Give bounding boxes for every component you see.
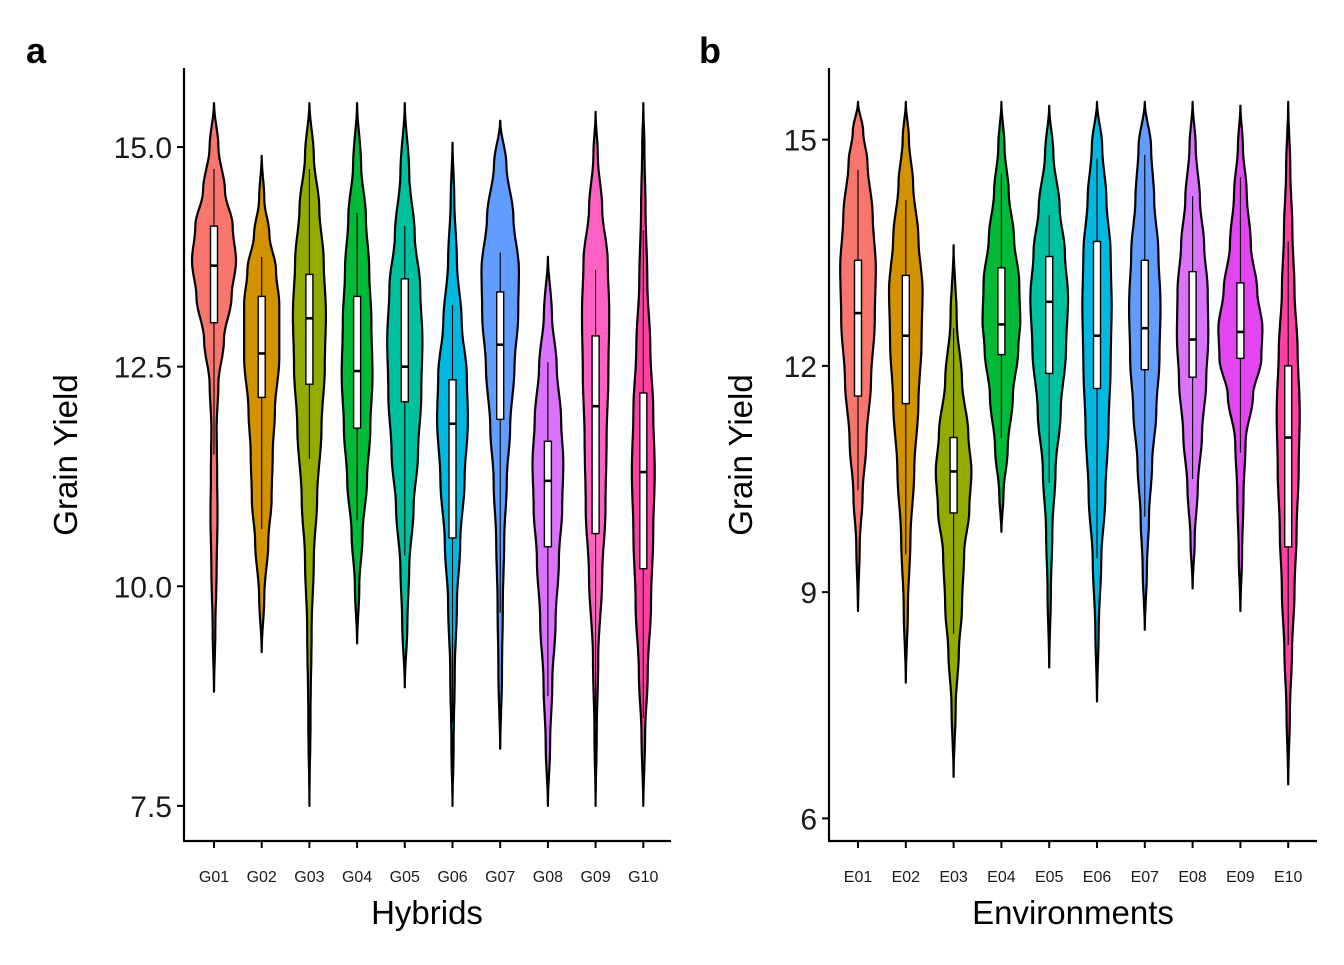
x-tick-label: G09 xyxy=(580,869,610,886)
x-tick-label: G05 xyxy=(390,869,420,886)
box-E07 xyxy=(1140,259,1150,371)
x-tick-label: G04 xyxy=(342,869,372,886)
x-tick-label: G06 xyxy=(437,869,467,886)
box-G10 xyxy=(639,392,648,570)
panel-b-y-ticks: 6 9 12 15 xyxy=(784,125,829,836)
box-E04 xyxy=(997,267,1006,356)
x-tick-label: E04 xyxy=(987,869,1016,886)
box-E08 xyxy=(1188,270,1197,378)
x-tick-label: E02 xyxy=(892,869,921,886)
y-tick-label: 15.0 xyxy=(114,132,172,165)
panel-a: a 7.510.012.515.0 G01 G02 G03 G04 G05 G06 G07 G… xyxy=(26,30,671,931)
x-tick-label: E06 xyxy=(1083,869,1112,886)
box-G03 xyxy=(305,273,314,385)
panel-tag-a: a xyxy=(26,30,47,71)
panel-a-x-label: Hybrids xyxy=(371,894,483,931)
y-tick-label: 9 xyxy=(800,577,817,610)
panel-a-y-ticks: 7.5 10.0 12.5 15.0 xyxy=(114,132,184,824)
x-tick-label: E07 xyxy=(1131,869,1160,886)
panel-a-violins xyxy=(190,102,656,807)
box-E09 xyxy=(1236,282,1245,360)
box-E03 xyxy=(949,436,958,514)
panel-b-y-label: Grain Yield xyxy=(722,374,759,535)
box-G09 xyxy=(591,335,600,535)
x-tick-label: E01 xyxy=(844,869,873,886)
box-E01 xyxy=(853,259,863,397)
box-E02 xyxy=(901,274,910,405)
x-tick-label: G02 xyxy=(247,869,277,886)
panel-a-x-ticks: G01 G02 G03 G04 G05 G06 G07 G08 G09 G10 xyxy=(199,841,659,886)
box-E10 xyxy=(1283,365,1293,548)
panel-b-x-label: Environments xyxy=(972,894,1174,931)
box-G05 xyxy=(400,278,409,403)
box-G06 xyxy=(448,379,457,539)
box-G07 xyxy=(496,291,505,421)
box-E05 xyxy=(1044,255,1054,375)
x-tick-label: E08 xyxy=(1178,869,1207,886)
x-tick-label: E09 xyxy=(1226,869,1255,886)
x-tick-label: E05 xyxy=(1035,869,1064,886)
x-tick-label: E10 xyxy=(1274,869,1303,886)
panel-a-y-label: Grain Yield xyxy=(47,374,84,535)
y-tick-label: 10.0 xyxy=(114,571,172,604)
x-tick-label: G03 xyxy=(294,869,324,886)
box-G04 xyxy=(352,295,362,429)
y-tick-label: 12 xyxy=(784,351,817,384)
x-tick-label: G07 xyxy=(485,869,515,886)
x-tick-label: G08 xyxy=(533,869,563,886)
x-tick-label: G10 xyxy=(628,869,658,886)
y-tick-label: 7.5 xyxy=(130,791,172,824)
y-tick-label: 15 xyxy=(784,125,817,158)
box-G08 xyxy=(543,440,553,548)
x-tick-label: G01 xyxy=(199,869,229,886)
box-E06 xyxy=(1092,240,1102,390)
y-tick-label: 12.5 xyxy=(114,352,172,385)
panel-b-violins xyxy=(839,100,1301,786)
x-tick-label: E03 xyxy=(939,869,968,886)
panel-b-x-ticks: E01 E02 E03 E04 E05 E06 E07 E08 E09 E10 xyxy=(844,841,1303,886)
y-tick-label: 6 xyxy=(800,803,817,836)
box-G01 xyxy=(209,225,219,324)
panel-tag-b: b xyxy=(699,30,721,71)
box-G02 xyxy=(257,295,266,399)
